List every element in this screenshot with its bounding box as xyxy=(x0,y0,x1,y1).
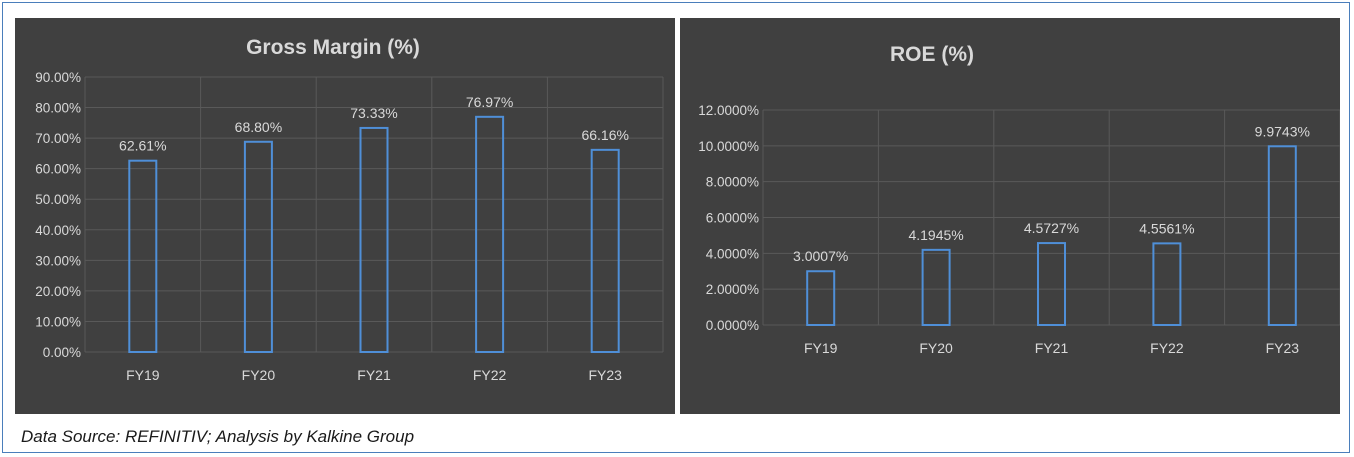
gross-margin-ytick-label: 40.00% xyxy=(35,223,81,238)
roe-data-label: 4.5561% xyxy=(1139,220,1194,236)
gross-margin-ytick-label: 90.00% xyxy=(35,70,81,85)
gross-margin-chart-title: Gross Margin (%) xyxy=(246,36,420,59)
roe-chart-title: ROE (%) xyxy=(890,43,974,66)
gross-margin-data-label: 76.97% xyxy=(466,94,513,110)
gross-margin-ytick-label: 70.00% xyxy=(35,131,81,146)
gross-margin-category-label: FY23 xyxy=(588,367,622,383)
roe-bar xyxy=(806,270,836,326)
gross-margin-ytick-label: 10.00% xyxy=(35,314,81,329)
roe-data-label: 4.1945% xyxy=(908,227,963,243)
roe-ytick-label: 0.0000% xyxy=(706,318,759,333)
gross-margin-data-label: 62.61% xyxy=(119,138,166,154)
roe-data-label: 3.0007% xyxy=(793,248,848,264)
gross-margin-data-label: 73.33% xyxy=(350,105,397,121)
roe-ytick-label: 12.0000% xyxy=(698,103,759,118)
roe-chart: ROE (%) 0.0000% 2.0000% 4.0000% 6.0000% 8.000… xyxy=(680,18,1340,414)
roe-bar xyxy=(921,248,951,326)
roe-ytick-label: 8.0000% xyxy=(706,175,759,190)
roe-category-label: FY19 xyxy=(804,340,838,356)
gross-margin-ytick-label: 20.00% xyxy=(35,284,81,299)
gross-margin-ytick-label: 60.00% xyxy=(35,162,81,177)
gross-margin-ytick-label: 0.00% xyxy=(43,345,81,360)
gross-margin-bar xyxy=(590,148,620,353)
gross-margin-ytick-label: 30.00% xyxy=(35,253,81,268)
gross-margin-category-label: FY22 xyxy=(473,367,507,383)
gross-margin-chart-svg: Gross Margin (%) 0.00% 10.00% 20.00% 30.00% 4… xyxy=(35,36,664,383)
roe-category-label: FY22 xyxy=(1150,340,1184,356)
gross-margin-data-label: 68.80% xyxy=(235,119,282,135)
roe-ytick-label: 4.0000% xyxy=(706,246,759,261)
roe-bar xyxy=(1037,242,1066,327)
roe-chart-svg: ROE (%) 0.0000% 2.0000% 4.0000% 6.0000% 8.000… xyxy=(698,43,1340,356)
gross-margin-data-label: 66.16% xyxy=(581,127,628,143)
roe-category-label: FY20 xyxy=(919,340,953,356)
gross-margin-bar xyxy=(128,159,158,353)
roe-ytick-label: 2.0000% xyxy=(706,282,759,297)
roe-data-label: 4.5727% xyxy=(1024,220,1079,236)
roe-ytick-label: 6.0000% xyxy=(706,211,759,226)
gross-margin-ytick-label: 80.00% xyxy=(35,101,81,116)
roe-bar xyxy=(1267,145,1297,326)
roe-data-label: 9.9743% xyxy=(1255,123,1310,139)
gross-margin-ytick-label: 50.00% xyxy=(35,192,81,207)
gross-margin-bar xyxy=(475,115,505,353)
gross-margin-chart: Gross Margin (%) 0.00% 10.00% 20.00% 30.00% 4… xyxy=(15,18,675,414)
gross-margin-category-label: FY21 xyxy=(357,367,391,383)
gross-margin-bar xyxy=(243,140,273,354)
gross-margin-category-label: FY20 xyxy=(242,367,276,383)
data-source-note: Data Source: REFINITIV; Analysis by Kalk… xyxy=(21,427,415,446)
roe-category-label: FY23 xyxy=(1266,340,1300,356)
roe-ytick-label: 10.0000% xyxy=(698,139,759,154)
gross-margin-category-label: FY19 xyxy=(126,367,160,383)
roe-bar xyxy=(1152,242,1182,326)
roe-category-label: FY21 xyxy=(1035,340,1069,356)
gross-margin-bar xyxy=(359,126,389,353)
